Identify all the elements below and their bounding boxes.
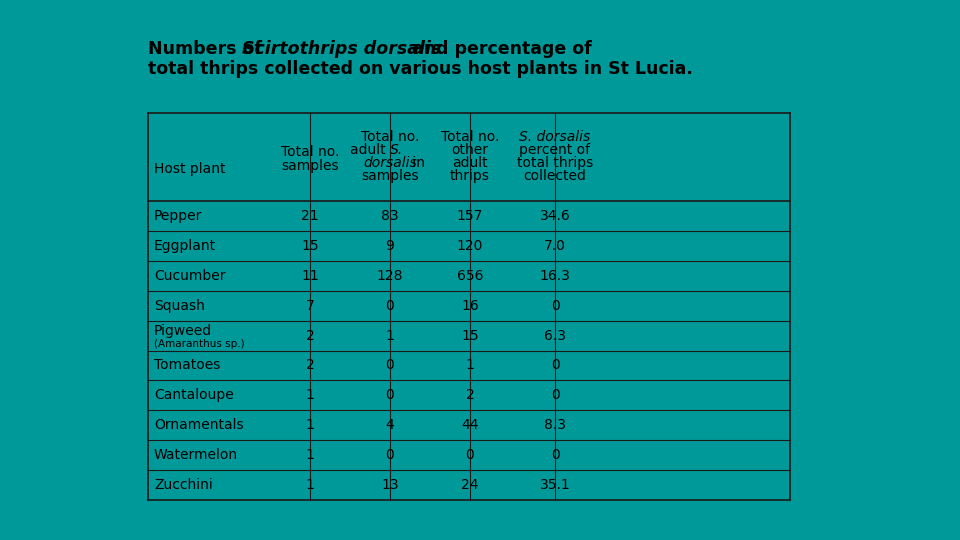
Text: adult: adult — [452, 156, 488, 170]
Text: 7: 7 — [305, 299, 314, 313]
Text: 0: 0 — [386, 359, 395, 373]
Text: Scirtothrips dorsalis: Scirtothrips dorsalis — [242, 40, 442, 58]
Text: Ornamentals: Ornamentals — [154, 418, 244, 432]
Text: S.: S. — [390, 143, 403, 157]
Text: Pepper: Pepper — [154, 209, 203, 223]
Text: 0: 0 — [551, 299, 560, 313]
Text: 0: 0 — [551, 448, 560, 462]
Text: 2: 2 — [305, 359, 314, 373]
Text: 16: 16 — [461, 299, 479, 313]
Text: Eggplant: Eggplant — [154, 239, 216, 253]
Text: samples: samples — [361, 169, 419, 183]
Text: 24: 24 — [461, 478, 479, 492]
Text: 0: 0 — [386, 448, 395, 462]
Text: samples: samples — [281, 159, 339, 173]
Text: 8.3: 8.3 — [544, 418, 566, 432]
Text: 0: 0 — [466, 448, 474, 462]
Text: adult: adult — [350, 143, 390, 157]
Text: 0: 0 — [386, 388, 395, 402]
Text: 15: 15 — [461, 328, 479, 342]
Text: 4: 4 — [386, 418, 395, 432]
Text: Total no.: Total no. — [441, 130, 499, 144]
Text: 1: 1 — [386, 328, 395, 342]
Text: 1: 1 — [305, 418, 315, 432]
Text: 128: 128 — [376, 269, 403, 283]
Text: Pigweed: Pigweed — [154, 323, 212, 338]
Text: percent of: percent of — [519, 143, 590, 157]
Text: total thrips collected on various host plants in St Lucia.: total thrips collected on various host p… — [148, 60, 693, 78]
Text: 1: 1 — [305, 388, 315, 402]
Text: 1: 1 — [305, 448, 315, 462]
Text: 35.1: 35.1 — [540, 478, 570, 492]
Text: total thrips: total thrips — [516, 156, 593, 170]
Text: (Amaranthus sp.): (Amaranthus sp.) — [154, 339, 245, 348]
Text: 7.0: 7.0 — [544, 239, 566, 253]
Text: 34.6: 34.6 — [540, 209, 570, 223]
Text: 44: 44 — [461, 418, 479, 432]
Text: 1: 1 — [466, 359, 474, 373]
Text: 2: 2 — [466, 388, 474, 402]
Text: 2: 2 — [305, 328, 314, 342]
Text: 157: 157 — [457, 209, 483, 223]
Text: dorsalis: dorsalis — [363, 156, 417, 170]
Text: collected: collected — [523, 169, 587, 183]
Text: thrips: thrips — [450, 169, 490, 183]
Text: Squash: Squash — [154, 299, 204, 313]
Text: 15: 15 — [301, 239, 319, 253]
Text: Cucumber: Cucumber — [154, 269, 226, 283]
Text: in: in — [408, 156, 425, 170]
Text: Total no.: Total no. — [361, 130, 420, 144]
Text: 1: 1 — [305, 478, 315, 492]
Text: 9: 9 — [386, 239, 395, 253]
Text: 0: 0 — [386, 299, 395, 313]
Text: 11: 11 — [301, 269, 319, 283]
Text: and percentage of: and percentage of — [406, 40, 591, 58]
Text: 6.3: 6.3 — [544, 328, 566, 342]
Text: Tomatoes: Tomatoes — [154, 359, 221, 373]
Text: Zucchini: Zucchini — [154, 478, 213, 492]
Text: Host plant: Host plant — [154, 162, 226, 176]
Text: 0: 0 — [551, 388, 560, 402]
Text: Cantaloupe: Cantaloupe — [154, 388, 233, 402]
Text: S. dorsalis: S. dorsalis — [519, 130, 590, 144]
Text: Total no.: Total no. — [281, 145, 339, 159]
Text: 21: 21 — [301, 209, 319, 223]
Text: 16.3: 16.3 — [540, 269, 570, 283]
Text: 0: 0 — [551, 359, 560, 373]
Text: 13: 13 — [381, 478, 398, 492]
Text: 83: 83 — [381, 209, 398, 223]
Text: Numbers of: Numbers of — [148, 40, 268, 58]
Text: 656: 656 — [457, 269, 483, 283]
Text: 120: 120 — [457, 239, 483, 253]
Text: Watermelon: Watermelon — [154, 448, 238, 462]
Text: other: other — [451, 143, 489, 157]
